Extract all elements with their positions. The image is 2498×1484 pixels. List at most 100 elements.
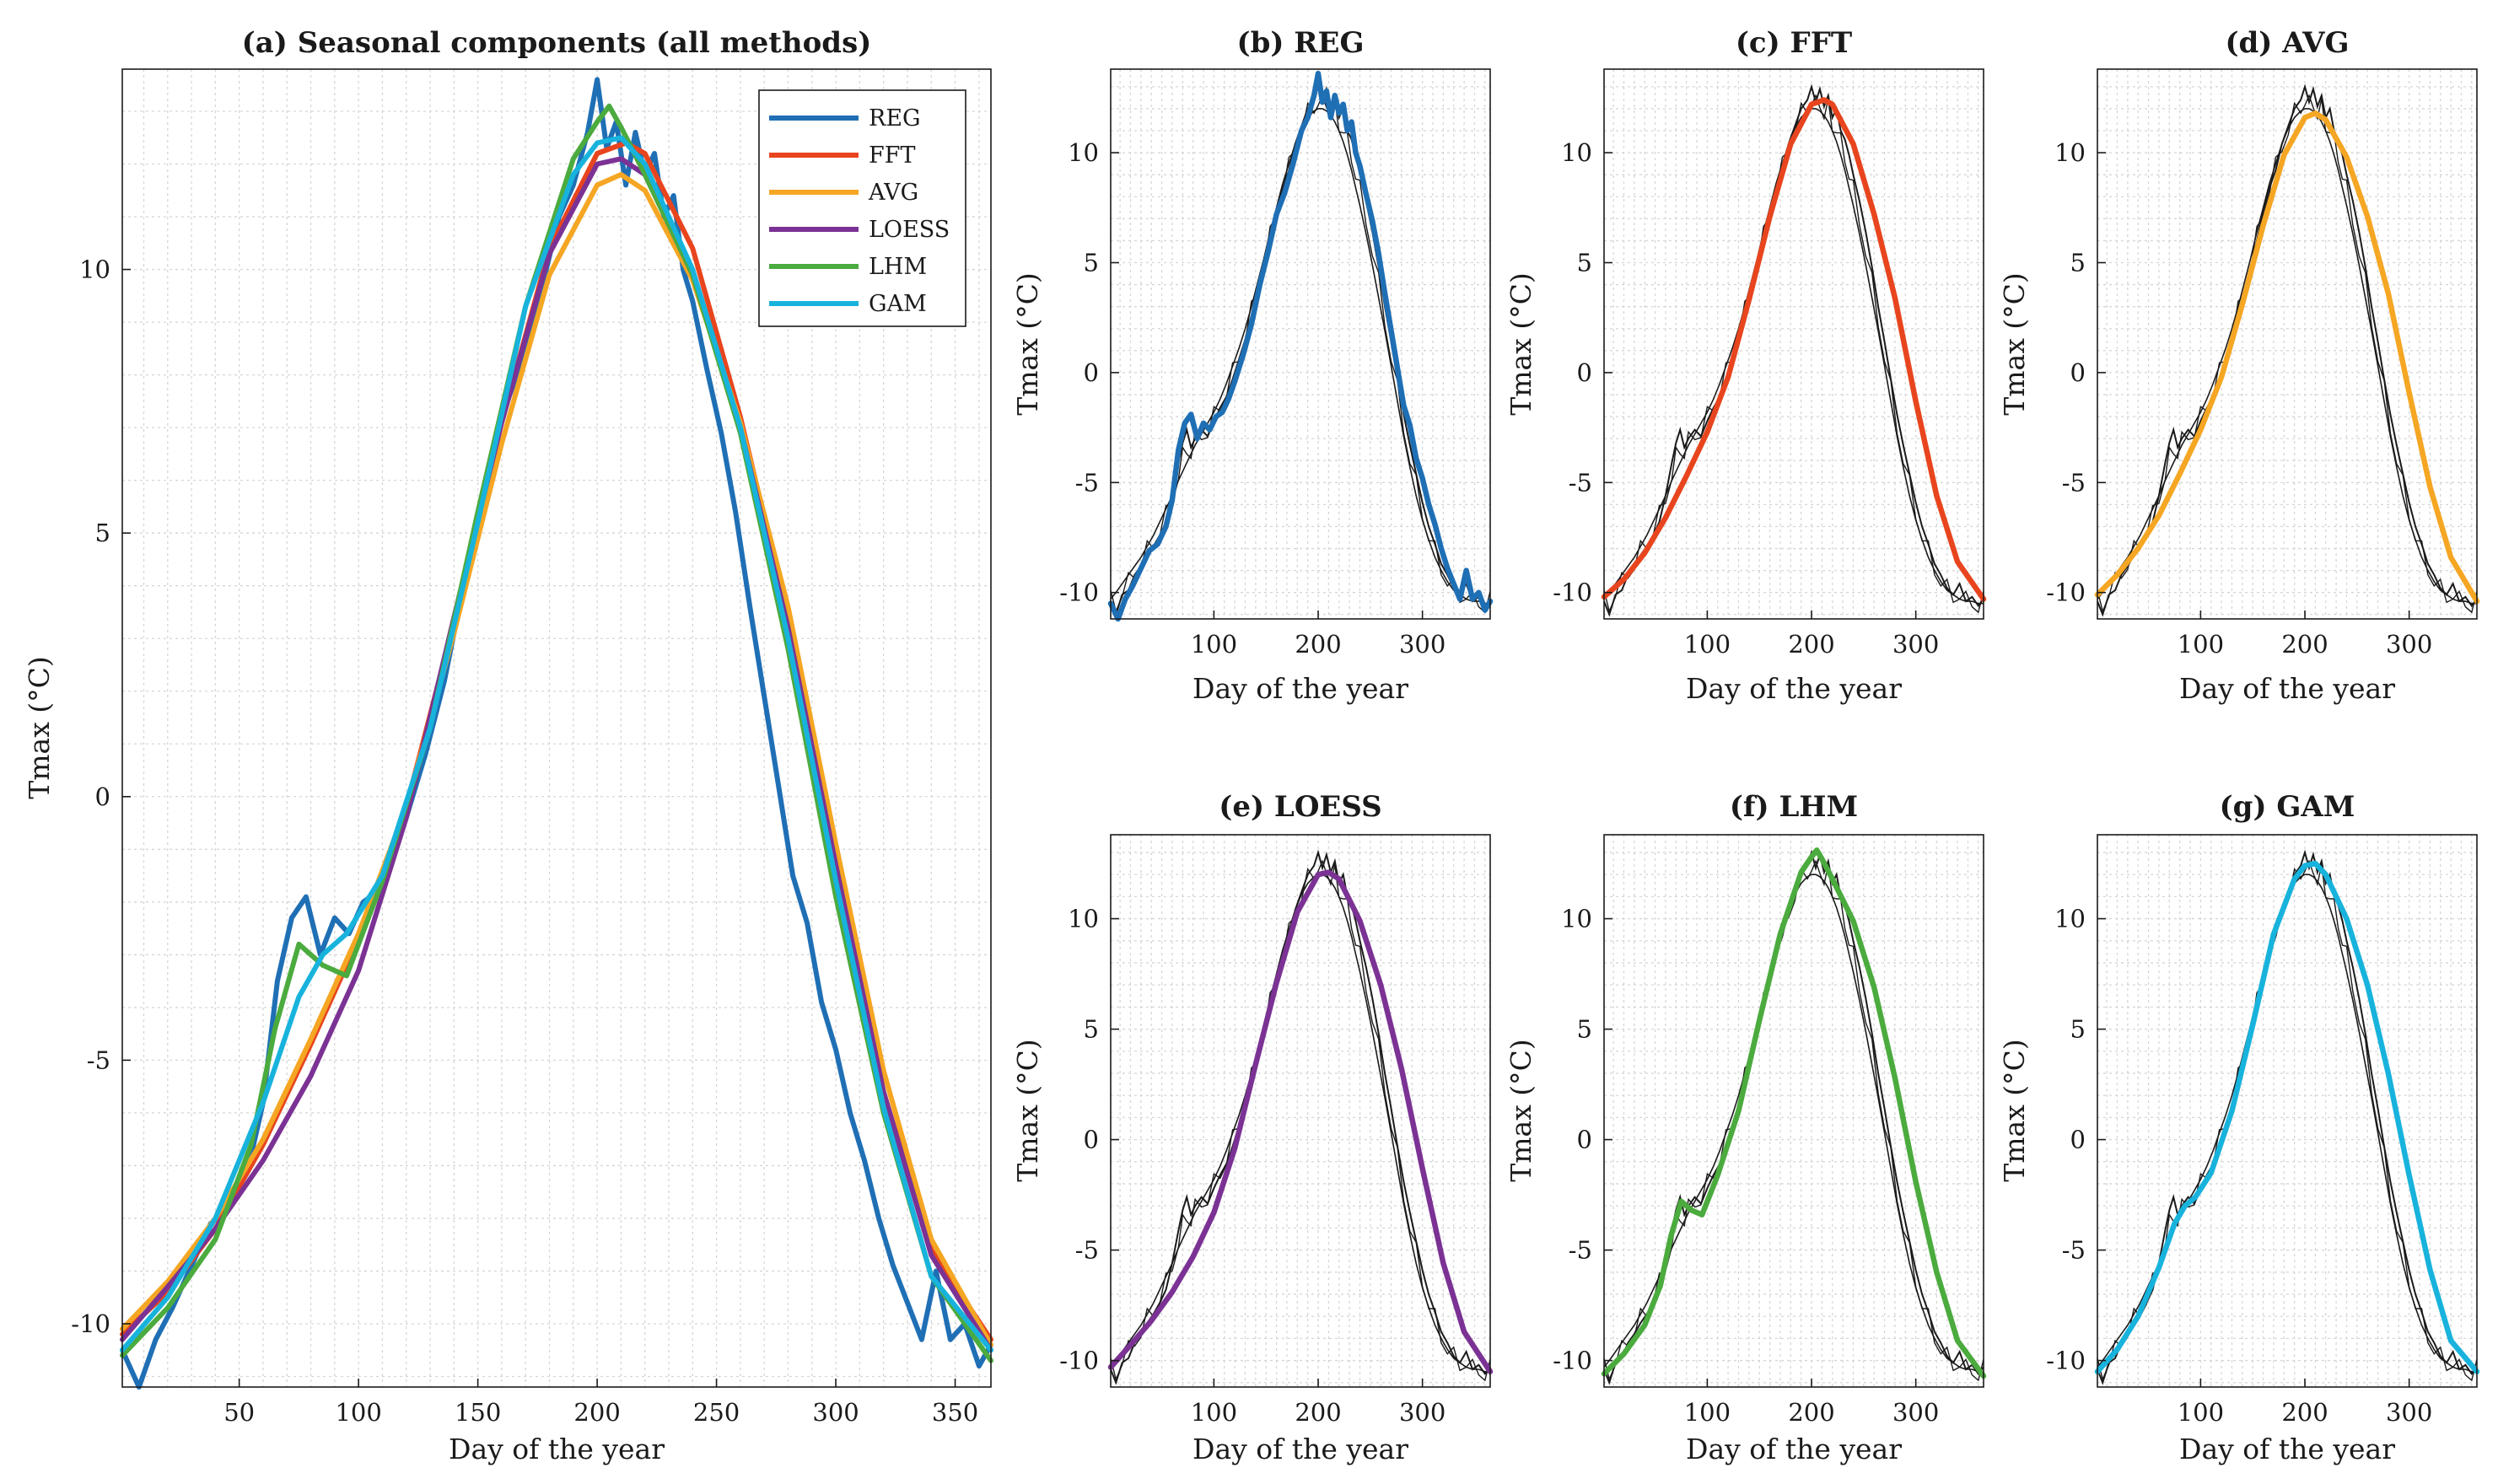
x-tick-label: 300: [1892, 1398, 1939, 1427]
panel-f-title: (f) LHM: [1730, 790, 1858, 824]
panel-b-ticks: 100 200 300 -10 -5 0 5 10: [1059, 138, 1446, 659]
y-tick-label: -10: [71, 1309, 110, 1338]
y-tick-label: -5: [1569, 1236, 1592, 1265]
panel-e-axes-frame: [1110, 834, 1491, 1388]
panel-d-series-lines: [2094, 110, 2480, 605]
panel-c-ylabel: Tmax (°C): [1505, 272, 1537, 416]
legend-label-reg: REG: [869, 105, 921, 132]
panel-f-lhm: (f) LHM 100 200 300 -10 -5 0 5 10 Day of the ye…: [1505, 790, 1987, 1465]
x-tick-label: 250: [693, 1398, 740, 1427]
panel-g-ylabel: Tmax (°C): [1998, 1039, 2031, 1182]
x-tick-label: 100: [1684, 1398, 1731, 1427]
y-tick-label: -5: [87, 1046, 110, 1074]
raw-series-line-alt: [2097, 94, 2478, 614]
y-tick-label: 10: [2054, 905, 2086, 933]
y-tick-label: -10: [2046, 578, 2086, 607]
legend-label-loess: LOESS: [869, 217, 950, 243]
panel-b-xlabel: Day of the year: [1192, 672, 1408, 705]
panel-c-raw-lines: [1603, 83, 1984, 617]
panel-b-ylabel: Tmax (°C): [1011, 272, 1044, 416]
y-tick-label: 5: [2070, 249, 2086, 277]
panel-a-series-lines: [120, 77, 993, 1390]
x-tick-label: 300: [2386, 630, 2432, 659]
legend-label-lhm: LHM: [869, 254, 927, 280]
panel-d-title: (d) AVG: [2225, 26, 2349, 60]
panel-e-loess: (e) LOESS 100 200 300 -10 -5 0 5 10 Day of the …: [1011, 790, 1494, 1465]
y-tick-label: 0: [95, 782, 110, 811]
panel-e-xlabel: Day of the year: [1192, 1433, 1408, 1465]
y-tick-label: 5: [95, 519, 110, 547]
x-tick-label: 350: [932, 1398, 978, 1427]
panel-a-ylabel: Tmax (°C): [23, 656, 56, 799]
y-tick-label: -10: [1553, 578, 1592, 607]
panel-g-axes-frame: [2097, 834, 2478, 1388]
y-tick-label: 5: [1577, 249, 1592, 277]
panel-g-grid: [2097, 835, 2477, 1387]
y-tick-label: 10: [1561, 905, 1592, 933]
panel-a-seasonal-components: (a) Seasonal components (all methods) 50…: [23, 26, 993, 1465]
panel-d-xlabel: Day of the year: [2179, 672, 2395, 705]
x-tick-label: 200: [2281, 1398, 2328, 1427]
y-tick-label: 0: [1084, 1126, 1099, 1154]
series-line-avg: [120, 172, 993, 1347]
panel-d-axes-frame: [2097, 68, 2478, 620]
panel-e-ylabel: Tmax (°C): [1011, 1039, 1044, 1182]
y-tick-label: 5: [1084, 1015, 1099, 1044]
panel-f-axes-frame: [1603, 834, 1984, 1388]
x-tick-label: 200: [1788, 630, 1834, 659]
y-tick-label: -10: [2046, 1347, 2086, 1375]
panel-g-gam: (g) GAM 100 200 300 -10 -5 0 5 10 Day of the ye…: [1998, 790, 2480, 1465]
x-tick-label: 200: [2281, 630, 2328, 659]
y-tick-label: -10: [1059, 578, 1099, 607]
y-tick-label: 0: [1577, 1126, 1592, 1154]
panel-e-series-lines: [1107, 869, 1494, 1374]
panel-c-fft: (c) FFT 100 200 300 -10 -5 0 5 10 Day of the ye…: [1505, 26, 1987, 705]
y-tick-label: 0: [2070, 1126, 2086, 1154]
panel-f-ticks: 100 200 300 -10 -5 0 5 10: [1553, 905, 1939, 1427]
panel-e-grid: [1111, 835, 1490, 1387]
x-tick-label: 100: [2178, 1398, 2224, 1427]
legend-label-fft: FFT: [869, 142, 915, 169]
panel-f-series-lines: [1601, 847, 1987, 1379]
x-tick-label: 300: [1399, 1398, 1446, 1427]
x-tick-label: 300: [1399, 630, 1446, 659]
x-tick-label: 200: [1295, 630, 1341, 659]
x-tick-label: 100: [1191, 1398, 1237, 1427]
panel-d-raw-lines: [2097, 83, 2478, 617]
y-tick-label: 10: [79, 255, 110, 284]
x-tick-label: 100: [2178, 630, 2224, 659]
y-tick-label: 10: [2054, 138, 2086, 167]
x-tick-label: 200: [573, 1398, 620, 1427]
y-tick-label: 5: [1084, 249, 1099, 277]
series-line-fft: [1601, 97, 1987, 602]
panel-g-ticks: 100 200 300 -10 -5 0 5 10: [2046, 905, 2432, 1427]
panel-c-title: (c) FFT: [1736, 26, 1852, 60]
panel-f-grid: [1604, 835, 1984, 1387]
y-tick-label: 10: [1068, 905, 1099, 933]
series-line-lhm: [1601, 847, 1987, 1379]
panel-b-title: (b) REG: [1237, 26, 1365, 60]
raw-series-line-alt: [1603, 94, 1984, 614]
x-tick-label: 50: [223, 1398, 255, 1427]
series-line-loess: [120, 156, 993, 1353]
y-tick-label: 10: [1561, 138, 1592, 167]
panel-e-raw-lines: [1110, 849, 1491, 1385]
panel-b-series-lines: [1107, 70, 1494, 622]
x-tick-label: 300: [812, 1398, 859, 1427]
raw-series-line: [2097, 83, 2478, 617]
legend-label-avg: AVG: [868, 180, 918, 206]
panel-g-title: (g) GAM: [2220, 790, 2355, 824]
panel-d-grid: [2097, 69, 2477, 619]
panel-c-xlabel: Day of the year: [1686, 672, 1902, 705]
y-tick-label: 10: [1068, 138, 1099, 167]
panel-a-axes-frame: [121, 68, 992, 1388]
panel-e-title: (e) LOESS: [1219, 790, 1381, 824]
panel-d-avg: (d) AVG 100 200 300 -10 -5 0 5 10 Day of the ye…: [1998, 26, 2480, 705]
legend-box: [758, 89, 966, 327]
panel-a-title: (a) Seasonal components (all methods): [242, 26, 872, 60]
y-tick-label: 0: [2070, 358, 2086, 387]
panel-a-xlabel: Day of the year: [449, 1433, 665, 1465]
series-line-loess: [1107, 869, 1494, 1374]
panel-c-grid: [1604, 69, 1984, 619]
